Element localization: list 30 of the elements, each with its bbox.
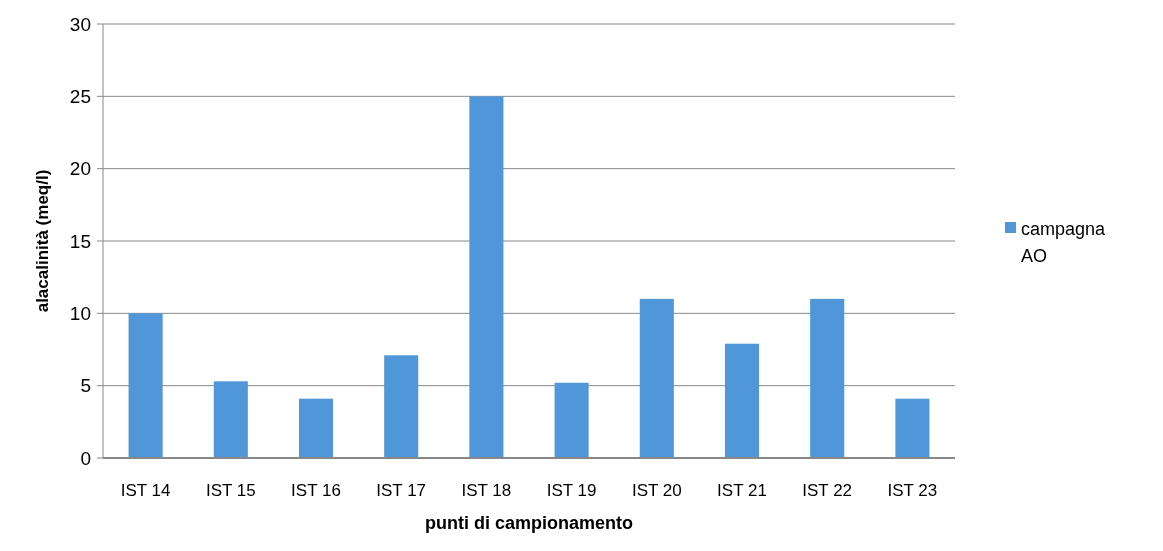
x-tick-label: IST 20 xyxy=(631,481,682,500)
x-axis-title: punti di campionamento xyxy=(424,513,634,533)
bar xyxy=(810,298,845,458)
bar xyxy=(213,381,248,458)
bar xyxy=(895,398,930,458)
bar xyxy=(128,313,163,458)
y-tick-label: 30 xyxy=(69,13,91,35)
x-tick-label: IST 21 xyxy=(717,481,767,500)
bar xyxy=(724,343,760,458)
x-tick-label: IST 17 xyxy=(376,481,427,500)
bar xyxy=(469,96,504,458)
bar xyxy=(554,382,589,458)
y-tick-label: 0 xyxy=(80,447,91,469)
x-tick-label: IST 16 xyxy=(291,481,341,500)
x-tick-label: IST 15 xyxy=(205,481,256,500)
y-tick-label: 15 xyxy=(69,230,91,252)
bar xyxy=(298,398,334,458)
legend-label: campagna AO xyxy=(1021,219,1107,267)
bar xyxy=(384,355,419,458)
y-axis-title: alacalinità (meq/l) xyxy=(33,169,52,313)
x-tick-label: IST 22 xyxy=(802,481,853,500)
x-tick-label: IST 23 xyxy=(887,481,938,500)
y-tick-label: 10 xyxy=(69,302,91,324)
y-tick-label: 25 xyxy=(69,85,91,107)
x-tick-label: IST 19 xyxy=(546,481,597,500)
x-tick-label: IST 18 xyxy=(461,481,512,500)
y-tick-label: 5 xyxy=(80,375,91,397)
bar xyxy=(639,298,674,458)
y-tick-label: 20 xyxy=(69,158,91,180)
x-tick-label: IST 14 xyxy=(120,481,171,500)
